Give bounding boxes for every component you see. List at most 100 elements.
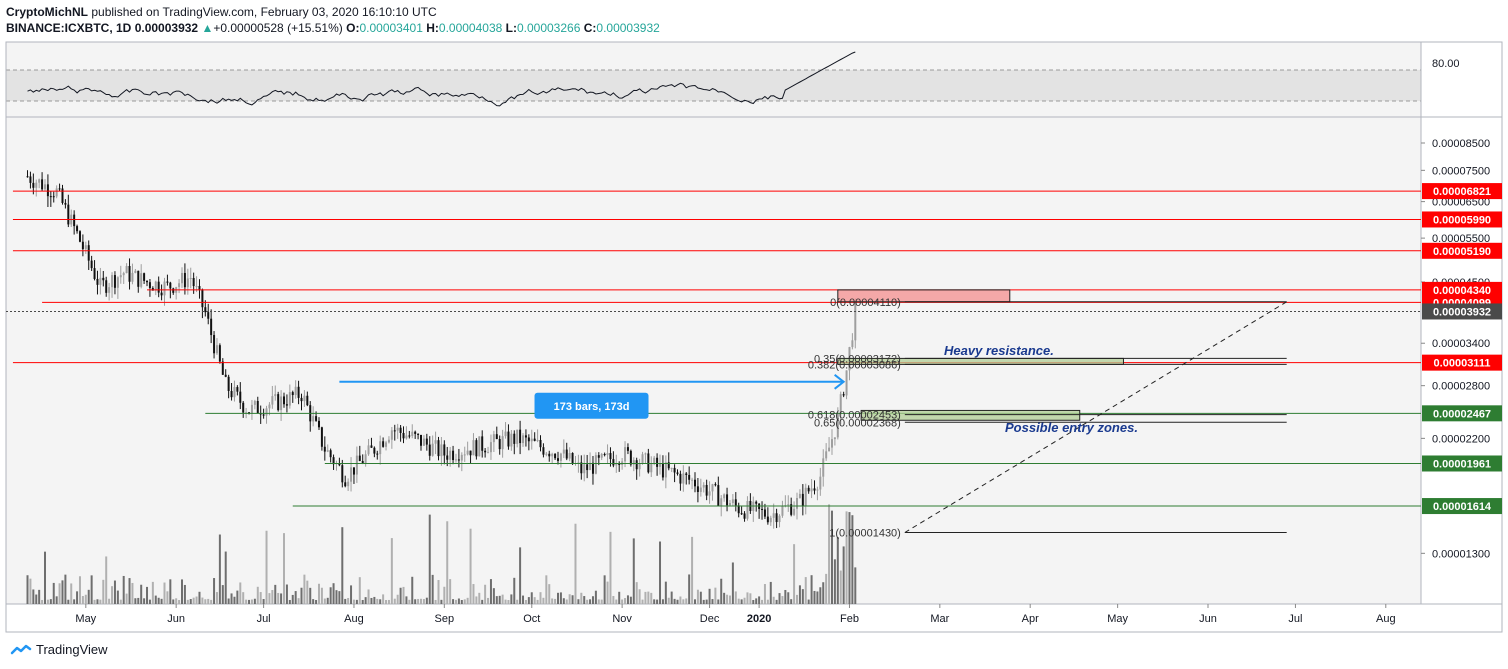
volume-bar — [70, 583, 73, 604]
rsi-band — [6, 70, 1421, 101]
volume-bar — [734, 591, 737, 604]
candle-body — [813, 488, 816, 491]
volume-bar — [629, 596, 632, 604]
volume-bar — [309, 587, 312, 604]
volume-bar — [268, 593, 271, 604]
level-price-tag-text: 0.00004340 — [1433, 285, 1491, 297]
volume-bar — [297, 598, 300, 604]
resistance-annotation[interactable]: Heavy resistance. — [944, 343, 1054, 358]
volume-bar — [157, 597, 160, 604]
volume-bar — [186, 599, 189, 604]
volume-bar — [350, 585, 353, 604]
volume-bar — [204, 599, 207, 604]
candle-body — [527, 437, 530, 442]
candle-body — [510, 433, 513, 447]
volume-bar — [108, 598, 111, 604]
plot-background — [6, 42, 1421, 604]
candle-body — [283, 396, 286, 405]
candle-body — [551, 453, 554, 457]
volume-bar — [236, 590, 239, 604]
entry-annotation[interactable]: Possible entry zones. — [1005, 420, 1138, 435]
volume-bar — [848, 512, 851, 604]
volume-bar — [411, 576, 414, 604]
volume-bar — [125, 593, 128, 604]
volume-bar — [38, 589, 41, 604]
symbol-name[interactable]: BINANCE:ICXBTC, 1D — [6, 21, 132, 35]
volume-bar — [408, 599, 411, 604]
volume-bar — [358, 577, 361, 604]
volume-bar — [148, 599, 151, 604]
candle-body — [213, 335, 216, 354]
tradingview-logo-icon[interactable] — [10, 643, 32, 657]
candle-body — [761, 508, 764, 510]
candle-body — [571, 452, 574, 464]
volume-bar — [743, 597, 746, 604]
candle-body — [90, 260, 93, 269]
volume-bar — [248, 599, 251, 604]
candle-body — [376, 453, 379, 455]
candle-body — [702, 484, 705, 488]
volume-bar — [285, 584, 288, 604]
y-tick-label: 0.00006500 — [1432, 197, 1490, 209]
candle-body — [338, 462, 341, 466]
volume-bar — [516, 599, 519, 604]
candle-body — [146, 280, 149, 283]
candle-body — [58, 188, 61, 190]
volume-bar — [32, 589, 35, 604]
volume-bar — [446, 521, 449, 604]
candle-body — [236, 387, 239, 392]
candle-body — [189, 277, 192, 279]
candle-body — [638, 463, 641, 470]
candle-body — [766, 516, 769, 523]
volume-bar — [766, 599, 769, 604]
candle-body — [250, 404, 253, 414]
volume-bar — [772, 596, 775, 604]
volume-bar — [102, 579, 105, 604]
volume-bar — [312, 599, 315, 604]
candle-body — [524, 435, 527, 438]
candle-body — [533, 438, 536, 441]
candle-body — [41, 179, 44, 190]
candle-body — [352, 467, 355, 475]
volume-bar — [454, 599, 457, 604]
volume-bar — [399, 587, 402, 604]
volume-bar — [717, 599, 720, 604]
volume-bar — [615, 599, 618, 604]
candle-body — [685, 473, 688, 475]
x-tick-label: Nov — [612, 613, 632, 625]
volume-bar — [67, 599, 70, 604]
fib-level-label: 0.65(0.00002368) — [814, 417, 901, 429]
volume-bar — [612, 595, 615, 604]
candle-body — [46, 184, 49, 197]
volume-bar — [819, 587, 822, 604]
volume-bar — [402, 586, 405, 604]
volume-bar — [437, 580, 440, 604]
candle-body — [790, 504, 793, 515]
volume-bar — [693, 599, 696, 604]
candle-body — [711, 484, 714, 492]
volume-bar — [705, 599, 708, 604]
volume-bar — [714, 587, 717, 604]
volume-bar — [230, 593, 233, 604]
volume-bar — [29, 578, 32, 604]
candle-body — [108, 287, 111, 293]
volume-bar — [504, 599, 507, 604]
volume-bar — [551, 598, 554, 604]
volume-bar — [574, 523, 577, 604]
tradingview-brand[interactable]: TradingView — [36, 642, 108, 657]
candle-body — [408, 435, 411, 437]
volume-bar — [376, 598, 379, 604]
fib-retracement: 0(0.00004110) 0.35(0.00003172)0.382(0.000… — [808, 297, 1287, 539]
fib-level-label: 0.618(0.00002453) — [808, 410, 901, 422]
candle-body — [239, 391, 242, 403]
volume-bar — [300, 587, 303, 604]
volume-bar — [621, 599, 624, 604]
candle-body — [612, 459, 615, 466]
candle-body — [842, 394, 845, 396]
candle-body — [580, 462, 583, 474]
volume-bar — [746, 592, 749, 604]
publisher-name[interactable]: CryptoMichNL — [6, 5, 88, 19]
high-label: H: — [426, 21, 439, 35]
candle-body — [262, 414, 265, 416]
